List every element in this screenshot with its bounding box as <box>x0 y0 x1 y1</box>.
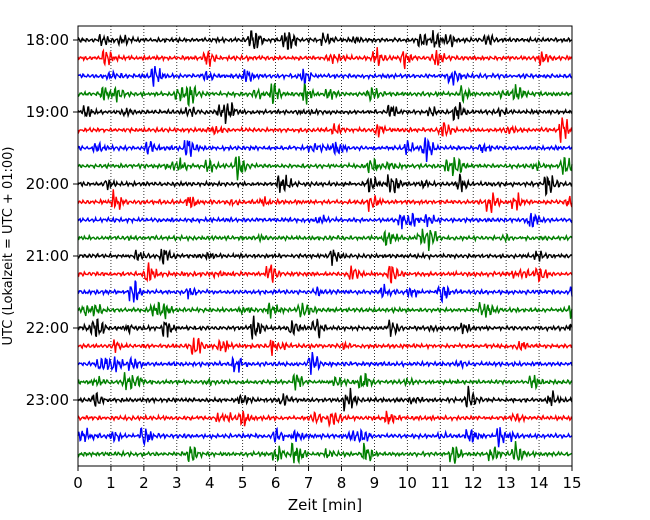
x-tick-label: 9 <box>370 474 380 492</box>
y-tick-label: 21:00 <box>26 247 69 265</box>
y-tick-label: 23:00 <box>26 391 69 409</box>
seismic-trace <box>77 189 573 213</box>
seismic-trace <box>77 337 573 356</box>
seismic-trace <box>77 212 573 230</box>
x-tick-label: 15 <box>562 474 581 492</box>
seismic-trace <box>77 315 573 340</box>
seismic-trace <box>77 83 573 108</box>
y-axis-ticks: 18:00 19:00 20:00 21:00 22:00 23:00 <box>26 31 78 409</box>
x-tick-label: 0 <box>73 474 83 492</box>
x-tick-label: 3 <box>172 474 182 492</box>
x-tick-label: 12 <box>464 474 483 492</box>
plot-background <box>78 26 572 466</box>
x-tick-label: 4 <box>205 474 215 492</box>
y-axis-label: UTC (Lokalzeit = UTC + 01:00) <box>1 147 16 346</box>
y-tick-label: 18:00 <box>26 31 69 49</box>
seismic-trace <box>77 426 573 448</box>
x-tick-label: 13 <box>497 474 516 492</box>
x-tick-label: 1 <box>106 474 116 492</box>
seismic-trace <box>77 47 573 70</box>
seismic-trace <box>77 248 573 266</box>
seismic-trace <box>77 228 573 251</box>
x-tick-label: 8 <box>337 474 347 492</box>
seismic-trace <box>77 102 573 124</box>
y-tick-label: 20:00 <box>26 175 69 193</box>
y-tick-label: 22:00 <box>26 319 69 337</box>
x-tick-label: 10 <box>398 474 417 492</box>
x-tick-label: 7 <box>304 474 314 492</box>
seismic-trace <box>77 301 573 320</box>
trace-group <box>77 30 573 465</box>
x-tick-label: 14 <box>530 474 549 492</box>
seismic-trace <box>77 117 573 143</box>
vertical-grid <box>110 26 540 466</box>
seismic-trace <box>77 66 573 87</box>
y-tick-label: 19:00 <box>26 103 69 121</box>
seismic-trace <box>77 441 573 465</box>
seismic-trace <box>77 262 573 284</box>
x-tick-label: 11 <box>431 474 450 492</box>
x-tick-label: 2 <box>139 474 149 492</box>
seismic-trace <box>77 351 573 375</box>
x-tick-label: 6 <box>271 474 281 492</box>
seismic-trace <box>77 173 573 197</box>
seismic-trace <box>77 137 573 163</box>
x-tick-label: 5 <box>238 474 248 492</box>
seismic-trace <box>77 372 573 391</box>
x-axis-label: Zeit [min] <box>288 496 362 514</box>
seismic-trace <box>77 280 573 304</box>
seismic-trace <box>77 156 573 181</box>
seismic-trace <box>77 385 573 412</box>
seismic-trace <box>77 30 573 50</box>
plot-frame <box>77 25 573 467</box>
x-axis-ticks: 0 1 2 3 4 5 6 7 8 9 10 11 12 13 14 15 <box>73 466 582 492</box>
seismic-trace <box>77 410 573 428</box>
